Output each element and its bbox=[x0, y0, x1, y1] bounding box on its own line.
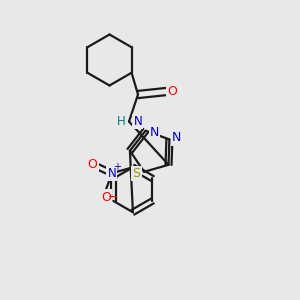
Text: H: H bbox=[117, 115, 126, 128]
Text: −: − bbox=[107, 191, 118, 204]
Text: N: N bbox=[134, 115, 142, 128]
Text: +: + bbox=[113, 162, 121, 172]
Text: O: O bbox=[167, 85, 177, 98]
Text: S: S bbox=[133, 167, 141, 180]
Text: O: O bbox=[101, 191, 111, 204]
Text: N: N bbox=[172, 131, 182, 144]
Text: N: N bbox=[107, 167, 116, 180]
Text: O: O bbox=[88, 158, 98, 171]
Text: N: N bbox=[150, 126, 159, 139]
